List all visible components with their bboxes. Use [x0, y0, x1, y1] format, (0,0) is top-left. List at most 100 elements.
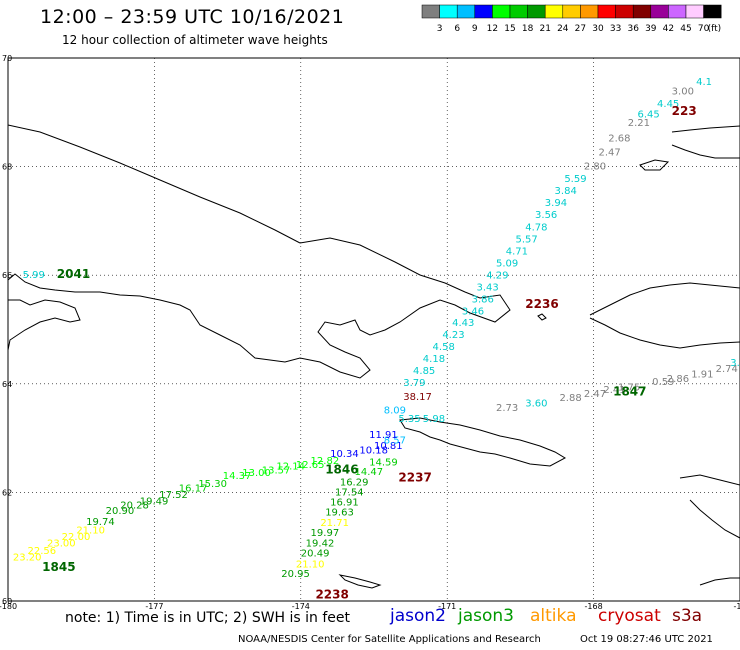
wave-height-label: 5.59 — [564, 174, 586, 185]
wave-height-label: 21.71 — [320, 518, 349, 529]
wave-height-label: 20.95 — [281, 569, 310, 580]
pass-time-label: 2236 — [525, 297, 558, 311]
lon-tick-label: -16 — [733, 602, 740, 611]
pass-time-label: 2238 — [315, 587, 348, 601]
wave-height-label: 4.78 — [525, 223, 547, 234]
anadyr-coast — [7, 299, 81, 351]
legend-altika: altika — [530, 606, 577, 626]
legend-tick-label: 21 — [539, 24, 550, 34]
wave-height-label: 14.59 — [369, 457, 398, 468]
wave-height-label: 19.49 — [140, 496, 169, 507]
wave-height-label: 3.84 — [555, 186, 577, 197]
alaska-west-coast — [589, 317, 740, 349]
wave-height-label: 10.34 — [330, 449, 359, 460]
legend-s3a: s3a — [672, 606, 703, 626]
wave-height-label: 8.09 — [384, 406, 406, 417]
lat-tick-label: 64 — [2, 380, 12, 389]
legend-tick-label: 36 — [627, 24, 639, 34]
nunivak-coast — [679, 474, 740, 486]
wave-height-label: 22.00 — [62, 532, 91, 543]
lat-tick-label: 70 — [2, 54, 12, 63]
pass-time-labels: 2041 2236 1847 1846 2237 1845 2238 223 — [42, 104, 697, 601]
wave-height-label: 6.45 — [638, 110, 660, 121]
wave-height-label: 12.14 — [276, 462, 305, 473]
legend-tick-label: 70 — [698, 24, 710, 34]
st-matthew-island — [338, 574, 382, 589]
legend-jason3: jason3 — [458, 606, 514, 626]
map-subtitle: 12 hour collection of altimeter wave hei… — [62, 33, 328, 47]
axis-labels: 70 68 66 64 62 60-180 -177 -174 -171 -168 -16 — [0, 54, 740, 611]
wave-height-label: 3.36 — [730, 358, 740, 369]
legend-tick-label: 3 — [437, 24, 443, 34]
wave-height-label: 5.99 — [23, 270, 45, 281]
wave-height-label: 14.47 — [354, 467, 383, 478]
pass-time-label: 223 — [672, 104, 697, 118]
legend-unit: (ft) — [708, 24, 722, 34]
wave-height-label: 1.91 — [691, 369, 713, 380]
coastlines — [7, 124, 740, 589]
wave-height-label: 4.23 — [442, 330, 464, 341]
lon-tick-label: -171 — [438, 602, 456, 611]
wave-height-label: 10.18 — [359, 445, 388, 456]
wave-height-label: 4.43 — [452, 318, 474, 329]
footer-credit: NOAA/NESDIS Center for Satellite Applica… — [238, 634, 541, 645]
lat-tick-label: 62 — [2, 488, 12, 497]
lat-tick-label: 66 — [2, 271, 12, 280]
wave-height-label: 20.28 — [120, 501, 149, 512]
wave-height-label: 10.81 — [374, 441, 403, 452]
chukotka-peninsula — [7, 237, 511, 379]
legend-tick-label: 42 — [663, 24, 674, 34]
wave-height-label: 2.47 — [598, 148, 620, 159]
legend-tick-label: 33 — [610, 24, 621, 34]
wave-height-label: 20.49 — [301, 548, 330, 559]
wave-height-label: 17.52 — [159, 490, 188, 501]
legend-tick-label: 12 — [487, 24, 498, 34]
wave-height-label: 12.82 — [311, 456, 340, 467]
map-grid — [7, 57, 740, 602]
wave-height-label: 3.43 — [476, 282, 498, 293]
legend-tick-label: 15 — [504, 24, 515, 34]
wave-height-label: 14.37 — [223, 471, 252, 482]
wave-height-label: 2.74 — [716, 364, 738, 375]
little-diomede — [537, 313, 547, 321]
legend-tick-label: 27 — [575, 24, 586, 34]
wave-height-label: 3.86 — [472, 294, 494, 305]
footer-timestamp: Oct 19 08:27:46 UTC 2021 — [580, 634, 713, 645]
wave-height-label: 16.17 — [179, 483, 208, 494]
wave-height-label: 22.56 — [28, 546, 57, 557]
wave-height-label: 2.80 — [584, 161, 606, 172]
wave-height-label: 5.09 — [496, 259, 518, 270]
cape-lisburne — [639, 159, 670, 171]
wave-height-label: 19.97 — [311, 528, 340, 539]
kuskokwim-coast — [699, 577, 740, 586]
map-frame — [7, 57, 740, 602]
wave-height-label: 12.65 — [296, 460, 325, 471]
legend-tick-label: 9 — [472, 24, 478, 34]
wave-height-label: 2.73 — [496, 403, 518, 414]
wave-height-label: 17.54 — [335, 488, 364, 499]
pass-time-label: 2237 — [398, 471, 431, 485]
lon-tick-label: -177 — [145, 602, 163, 611]
wave-height-label: 4.58 — [433, 342, 455, 353]
wave-height-label: 13.00 — [242, 468, 271, 479]
wave-height-label: 2.41 — [603, 385, 625, 396]
wave-height-label: 11.91 — [369, 430, 398, 441]
wave-height-label: 16.91 — [330, 497, 359, 508]
wave-height-label: 23.00 — [47, 539, 76, 550]
wave-height-label: 21.10 — [76, 526, 105, 537]
wave-height-label: 3.46 — [462, 306, 484, 317]
map-title: 12:00 – 23:59 UTC 10/16/2021 — [40, 6, 345, 28]
wave-height-label: 5.35 — [398, 414, 420, 425]
wave-height-label: 38.17 — [403, 392, 432, 403]
footer-note: note: 1) Time is in UTC; 2) SWH is in fe… — [65, 610, 351, 626]
lon-tick-label: -180 — [0, 602, 17, 611]
wave-height-label: 4.85 — [413, 366, 435, 377]
wave-height-label: 5.57 — [516, 235, 538, 246]
wave-height-label: 2.21 — [628, 118, 650, 129]
wave-height-label: 4.29 — [486, 270, 508, 281]
pass-time-label: 2041 — [57, 267, 90, 281]
color-scale-legend: 3 6 9 12 15 18 21 24 27 30 33 36 39 42 45 70(ft) — [421, 4, 722, 34]
wave-height-label: 3.56 — [535, 210, 557, 221]
wave-height-label: 4.1 — [696, 77, 712, 88]
